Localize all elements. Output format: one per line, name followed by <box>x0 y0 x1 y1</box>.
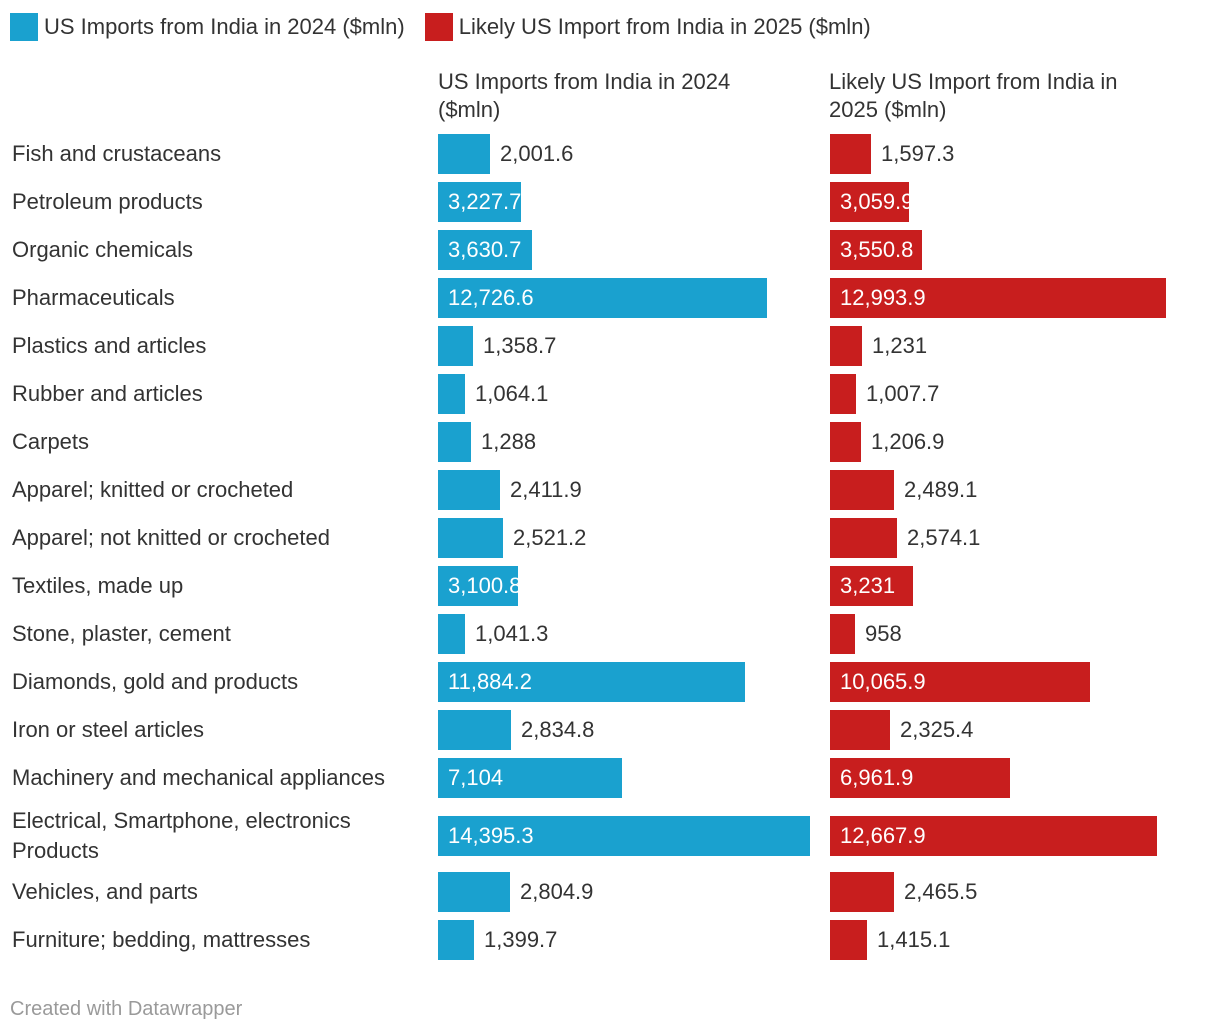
value-label-2025: 2,489.1 <box>904 477 978 502</box>
bar-2025 <box>830 470 894 510</box>
value-label-2025: 2,325.4 <box>900 717 974 742</box>
category-label: Carpets <box>12 429 90 454</box>
bar-2025 <box>830 230 922 270</box>
value-label-2024: 2,804.9 <box>520 879 594 904</box>
bar-2024 <box>438 710 511 750</box>
category-label: Stone, plaster, cement <box>12 621 231 646</box>
bar-2025 <box>830 422 861 462</box>
legend-swatch-2024 <box>10 13 38 41</box>
bar-2024 <box>438 470 500 510</box>
value-label-2024: 3,630.7 <box>448 237 522 262</box>
value-label-2025: 2,574.1 <box>907 525 981 550</box>
bar-2024 <box>438 920 474 960</box>
bar-2025 <box>830 614 855 654</box>
bar-2024 <box>438 134 490 174</box>
bar-2024 <box>438 326 473 366</box>
bar-2025 <box>830 662 1090 702</box>
legend-label-2024: US Imports from India in 2024 ($mln) <box>44 14 405 39</box>
bar-2024 <box>438 662 745 702</box>
value-label-2025: 3,550.8 <box>840 237 914 262</box>
value-label-2024: 1,358.7 <box>483 333 557 358</box>
value-label-2025: 1,007.7 <box>866 381 940 406</box>
category-label: Furniture; bedding, mattresses <box>12 927 311 952</box>
value-label-2025: 1,415.1 <box>877 927 951 952</box>
legend: US Imports from India in 2024 ($mln) Lik… <box>10 12 891 42</box>
value-label-2025: 2,465.5 <box>904 879 978 904</box>
bar-2025 <box>830 566 913 606</box>
value-label-2025: 3,231 <box>840 573 896 598</box>
bar-2025 <box>830 182 909 222</box>
bar-2024 <box>438 182 521 222</box>
bar-2024 <box>438 566 518 606</box>
value-label-2025: 12,667.9 <box>840 823 926 848</box>
legend-swatch-2025 <box>424 13 453 41</box>
footer-credit: Created with Datawrapper <box>10 998 243 1020</box>
bar-2024 <box>438 374 465 414</box>
bar-chart: Fish and crustaceans 2,001.6 1,597.3 Petrol… <box>12 134 1166 960</box>
category-label: Apparel; knitted or crocheted <box>12 477 294 502</box>
value-label-2024: 2,521.2 <box>513 525 587 550</box>
value-label-2024: 2,001.6 <box>500 141 574 166</box>
column-header-2024: US Imports from India in 2024 ($mln) <box>438 69 731 122</box>
bar-2025 <box>830 758 1010 798</box>
category-label: Apparel; not knitted or crocheted <box>12 525 330 550</box>
bar-2024 <box>438 816 810 856</box>
value-label-2025: 12,993.9 <box>840 285 926 310</box>
value-label-2024: 7,104 <box>448 765 504 790</box>
column-header-2025: Likely US Import from India in 2025 ($ml… <box>829 69 1118 122</box>
bar-2024 <box>438 278 767 318</box>
category-label: Diamonds, gold and products <box>12 669 299 694</box>
bar-2025 <box>830 872 894 912</box>
bar-2024 <box>438 422 471 462</box>
bar-2025 <box>830 710 890 750</box>
value-label-2025: 1,597.3 <box>881 141 955 166</box>
category-label: Textiles, made up <box>12 573 184 598</box>
value-label-2025: 3,059.9 <box>840 189 914 214</box>
bar-2024 <box>438 614 465 654</box>
value-label-2024: 1,064.1 <box>475 381 549 406</box>
category-label: Pharmaceuticals <box>12 285 175 310</box>
legend-item-2025: Likely US Import from India in 2025 ($ml… <box>424 13 871 41</box>
bar-2025 <box>830 816 1157 856</box>
bar-2025 <box>830 326 862 366</box>
value-label-2025: 958 <box>865 621 902 646</box>
value-label-2024: 3,100.8 <box>448 573 522 598</box>
value-label-2024: 1,399.7 <box>484 927 558 952</box>
value-label-2024: 1,041.3 <box>475 621 549 646</box>
legend-item-2024: US Imports from India in 2024 ($mln) <box>10 13 405 41</box>
value-label-2025: 1,231 <box>872 333 928 358</box>
bar-2025 <box>830 920 867 960</box>
category-label: Vehicles, and parts <box>12 879 198 904</box>
value-label-2025: 10,065.9 <box>840 669 926 694</box>
bar-2024 <box>438 758 622 798</box>
category-label: Rubber and articles <box>12 381 203 406</box>
category-label: Petroleum products <box>12 189 203 214</box>
bar-2024 <box>438 518 503 558</box>
legend-label-2025: Likely US Import from India in 2025 ($ml… <box>458 14 871 39</box>
value-label-2024: 14,395.3 <box>448 823 534 848</box>
category-label: Fish and crustaceans <box>12 141 222 166</box>
value-label-2024: 11,884.2 <box>448 669 533 694</box>
bar-2025 <box>830 374 856 414</box>
category-label: Machinery and mechanical appliances <box>12 765 385 790</box>
value-label-2024: 2,834.8 <box>521 717 595 742</box>
bar-2025 <box>830 518 897 558</box>
category-label: Electrical, Smartphone, electronics Prod… <box>12 808 351 863</box>
value-label-2024: 12,726.6 <box>448 285 534 310</box>
bar-2024 <box>438 872 510 912</box>
bar-2025 <box>830 278 1166 318</box>
bar-2024 <box>438 230 532 270</box>
value-label-2024: 1,288 <box>481 429 537 454</box>
value-label-2025: 1,206.9 <box>871 429 945 454</box>
value-label-2024: 3,227.7 <box>448 189 522 214</box>
category-label: Iron or steel articles <box>12 717 204 742</box>
category-label: Plastics and articles <box>12 333 207 358</box>
value-label-2024: 2,411.9 <box>510 477 582 502</box>
bar-2025 <box>830 134 871 174</box>
category-label: Organic chemicals <box>12 237 193 262</box>
value-label-2025: 6,961.9 <box>840 765 914 790</box>
